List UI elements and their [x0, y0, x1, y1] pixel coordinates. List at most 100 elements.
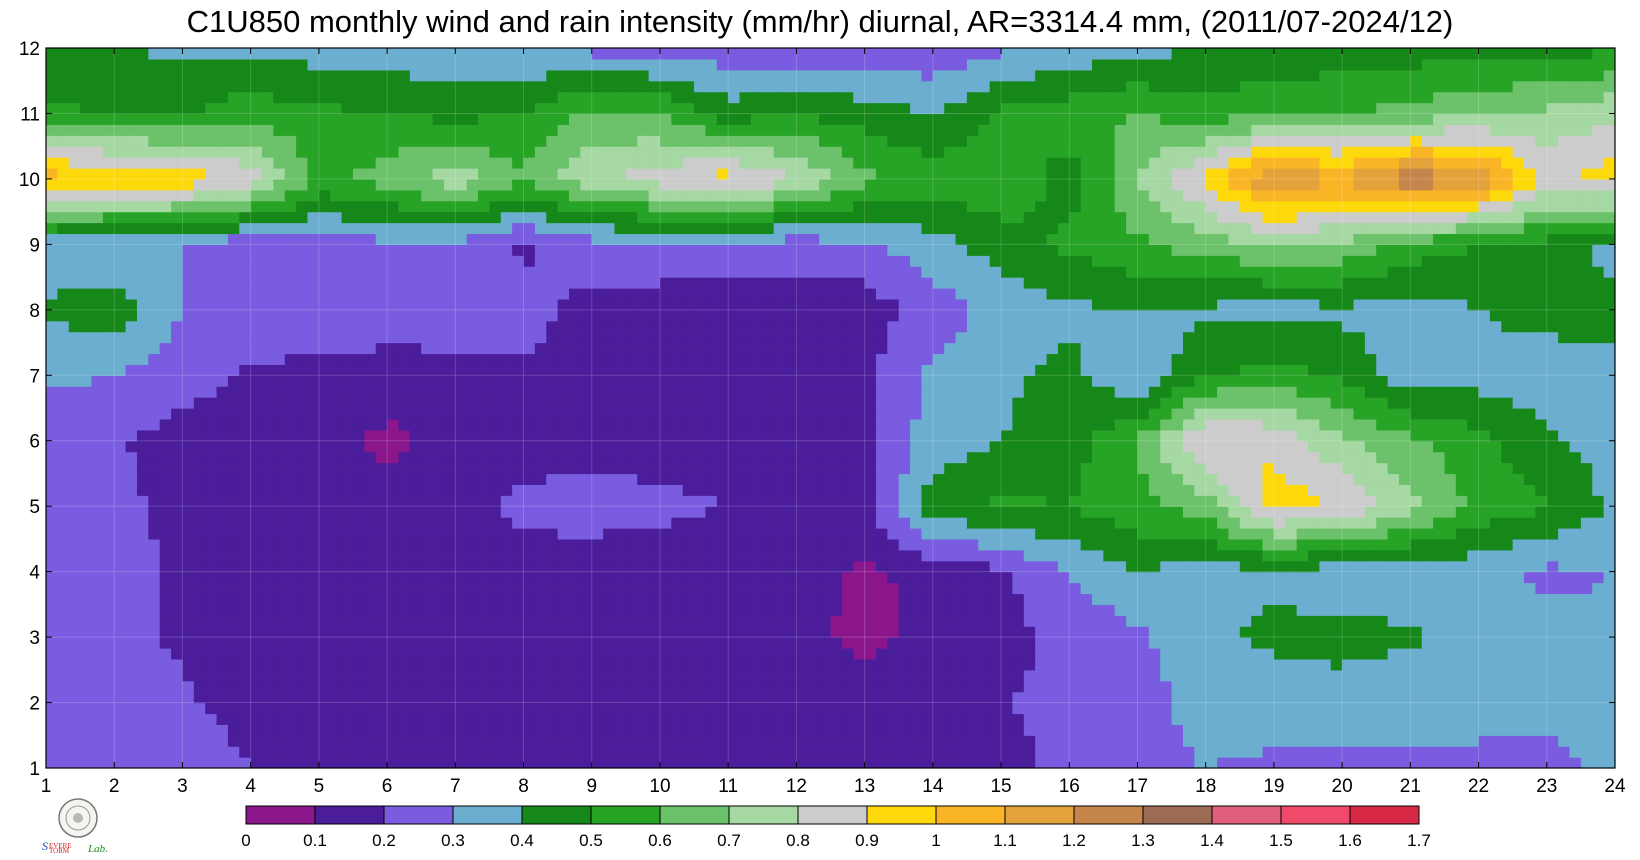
contour-cell — [1319, 702, 1332, 715]
contour-cell — [1342, 604, 1355, 616]
contour-cell — [114, 648, 127, 660]
contour-cell — [966, 593, 979, 605]
contour-cell — [1603, 506, 1615, 518]
contour-cell — [1046, 528, 1059, 540]
contour-cell — [398, 451, 411, 464]
contour-cell — [580, 571, 593, 584]
contour-cell — [1353, 549, 1366, 562]
contour-cell — [1160, 462, 1173, 475]
contour-cell — [1137, 528, 1150, 540]
contour-cell — [500, 440, 513, 453]
contour-cell — [1103, 440, 1116, 453]
contour-cell — [898, 593, 911, 605]
contour-cell — [1057, 517, 1070, 529]
contour-cell — [944, 615, 957, 627]
contour-cell — [773, 615, 786, 627]
contour-cell — [1194, 506, 1207, 518]
contour-cell — [716, 593, 729, 605]
contour-cell — [216, 528, 229, 540]
contour-cell — [694, 440, 707, 453]
contour-cell — [1012, 506, 1025, 518]
contour-cell — [796, 724, 809, 736]
contour-cell — [841, 538, 854, 551]
contour-cell — [364, 375, 377, 387]
contour-cell — [853, 418, 866, 431]
contour-cell — [1194, 528, 1207, 540]
contour-cell — [239, 680, 252, 693]
contour-cell — [569, 429, 581, 442]
contour-cell — [1558, 637, 1571, 649]
contour-cell — [614, 626, 627, 638]
contour-cell — [1330, 648, 1343, 660]
contour-cell — [728, 626, 741, 638]
contour-cell — [193, 538, 206, 551]
contour-cell — [1467, 637, 1480, 649]
contour-cell — [1273, 429, 1286, 442]
contour-cell — [659, 593, 672, 605]
contour-cell — [1001, 746, 1014, 758]
contour-cell — [159, 462, 172, 475]
contour-cell — [1171, 626, 1184, 638]
contour-cell — [57, 473, 70, 485]
contour-cell — [1524, 746, 1537, 758]
contour-cell — [432, 495, 445, 507]
contour-cell — [125, 429, 138, 442]
contour-cell — [648, 691, 661, 704]
contour-cell — [102, 451, 115, 464]
contour-cell — [785, 462, 797, 475]
contour-cell — [102, 746, 115, 758]
contour-cell — [1080, 702, 1093, 715]
contour-cell — [773, 495, 786, 507]
contour-cell — [1308, 648, 1320, 660]
contour-cell — [1580, 429, 1593, 442]
contour-cell — [500, 757, 513, 768]
contour-cell — [68, 506, 81, 518]
contour-cell — [875, 440, 888, 453]
contour-cell — [1001, 484, 1014, 496]
contour-cell — [989, 658, 1002, 671]
contour-cell — [489, 702, 502, 715]
contour-cell — [159, 506, 172, 518]
contour-cell — [250, 746, 263, 758]
contour-cell — [227, 418, 240, 431]
contour-cell — [1296, 582, 1309, 595]
contour-cell — [1467, 746, 1480, 758]
contour-cell — [887, 604, 900, 616]
contour-cell — [68, 440, 81, 453]
contour-cell — [739, 702, 752, 715]
contour-cell — [1421, 582, 1434, 595]
contour-cell — [1478, 397, 1491, 409]
contour-cell — [46, 735, 58, 747]
contour-cell — [1364, 757, 1377, 768]
contour-cell — [68, 648, 81, 660]
contour-cell — [1182, 517, 1195, 529]
contour-cell — [1330, 408, 1343, 420]
contour-cell — [193, 680, 206, 693]
contour-cell — [227, 451, 240, 464]
contour-cell — [500, 604, 513, 616]
contour-cell — [489, 713, 502, 725]
contour-cell — [1194, 484, 1207, 496]
contour-cell — [785, 528, 797, 540]
contour-cell — [841, 702, 854, 715]
contour-cell — [944, 713, 957, 725]
contour-cell — [1387, 637, 1400, 649]
contour-cell — [1308, 375, 1320, 387]
contour-cell — [1148, 713, 1161, 725]
contour-cell — [205, 451, 218, 464]
contour-cell — [1433, 528, 1446, 540]
contour-cell — [512, 713, 525, 725]
contour-cell — [284, 680, 297, 693]
contour-cell — [352, 604, 365, 616]
contour-cell — [1137, 746, 1150, 758]
contour-cell — [455, 658, 468, 671]
contour-cell — [1421, 386, 1434, 398]
contour-cell — [500, 702, 513, 715]
contour-cell — [307, 408, 320, 420]
contour-cell — [864, 604, 877, 616]
contour-cell — [750, 560, 763, 573]
contour-cell — [512, 538, 525, 551]
contour-cell — [1137, 386, 1150, 398]
contour-cell — [409, 746, 422, 758]
contour-cell — [91, 408, 104, 420]
